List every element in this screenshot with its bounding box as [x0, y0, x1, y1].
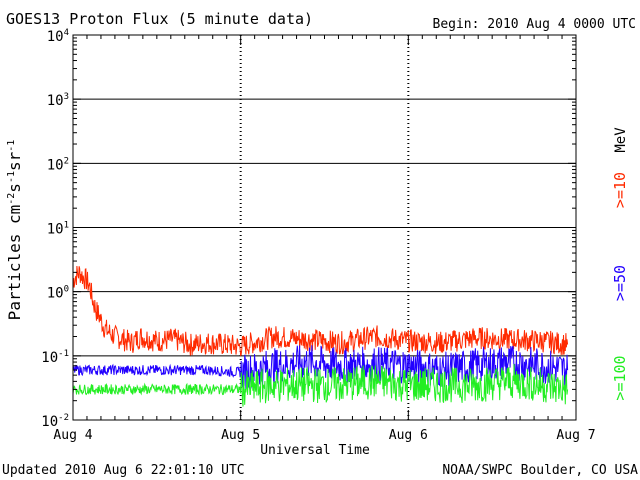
y-tick-label: 10-1: [41, 349, 69, 366]
x-tick-label: Aug 6: [389, 428, 428, 443]
y-label-exp1: -2: [6, 193, 17, 205]
y-label-exp3: -1: [6, 140, 17, 152]
y-tick-exp: 2: [64, 156, 69, 166]
y-label-mid2: sr: [5, 151, 24, 171]
series-lines: [72, 265, 569, 407]
credit: NOAA/SWPC Boulder, CO USA: [442, 463, 638, 478]
updated-time: Updated 2010 Aug 6 22:01:10 UTC: [2, 463, 245, 478]
series-line-gt50: [72, 345, 569, 390]
y-tick-label: 10-2: [41, 413, 69, 430]
y-tick-label: 102: [47, 156, 69, 173]
series-line-gt100: [72, 363, 569, 407]
y-label-base: Particles cm: [5, 205, 24, 321]
y-tick-base: 10: [47, 286, 64, 302]
svg-text:Particles cm-2s-1sr-1: Particles cm-2s-1sr-1: [5, 140, 24, 321]
y-tick-label: 104: [47, 28, 69, 45]
legend-unit: MeV: [613, 127, 629, 153]
y-tick-exp: 3: [64, 92, 69, 102]
series-line-gt10: [72, 265, 569, 357]
y-tick-exp: 0: [64, 285, 69, 295]
legend-gt50: >=50: [611, 265, 629, 301]
y-tick-base: 10: [41, 414, 58, 430]
grid: [73, 35, 576, 420]
y-tick-base: 10: [47, 93, 64, 109]
x-tick-label: Aug 4: [53, 428, 92, 443]
begin-time: Begin: 2010 Aug 4 0000 UTC: [433, 17, 637, 32]
x-tick-label: Aug 7: [556, 428, 595, 443]
y-tick-exp: -1: [58, 349, 69, 359]
y-tick-base: 10: [47, 157, 64, 173]
y-tick-exp: 1: [64, 221, 69, 231]
y-tick-base: 10: [47, 222, 64, 238]
y-tick-label: 100: [47, 285, 69, 302]
y-label-mid1: s: [5, 183, 24, 193]
y-tick-exp: 4: [64, 28, 69, 38]
y-tick-exp: -2: [58, 413, 69, 423]
y-label-exp2: -1: [6, 171, 17, 183]
x-tick-label: Aug 5: [221, 428, 260, 443]
y-tick-label: 103: [47, 92, 69, 109]
x-axis-label: Universal Time: [260, 443, 370, 458]
y-axis-label: Particles cm-2s-1sr-1: [5, 140, 24, 321]
chart-title: GOES13 Proton Flux (5 minute data): [6, 10, 313, 28]
legend-gt10: >=10: [611, 172, 629, 208]
y-tick-base: 10: [41, 350, 58, 366]
y-tick-label: 101: [47, 221, 69, 238]
legend-gt100: >=100: [611, 355, 629, 400]
y-tick-base: 10: [47, 29, 64, 45]
